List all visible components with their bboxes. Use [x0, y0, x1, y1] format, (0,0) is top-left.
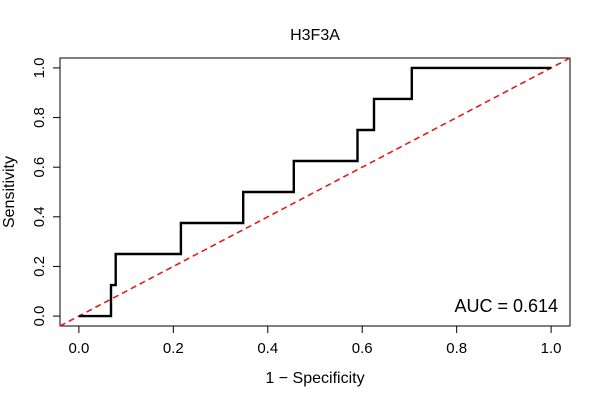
x-axis-label: 1 − Specificity — [265, 370, 364, 387]
x-tick-label: 0.6 — [352, 340, 373, 357]
x-tick-label: 1.0 — [541, 340, 562, 357]
y-tick-label: 1.0 — [31, 57, 48, 78]
y-tick-label: 0.8 — [31, 107, 48, 128]
x-tick-label: 0.8 — [446, 340, 467, 357]
roc-curve — [78, 66, 552, 318]
x-tick-label: 0.4 — [257, 340, 278, 357]
y-tick-label: 0.0 — [31, 306, 48, 327]
x-axis: 0.0 0.2 0.4 0.6 0.8 1.0 — [68, 325, 562, 357]
chart-title: H3F3A — [290, 27, 340, 44]
reference-diagonal-line — [59, 57, 571, 327]
y-tick-label: 0.6 — [31, 157, 48, 178]
auc-annotation: AUC = 0.614 — [454, 296, 558, 316]
y-tick-label: 0.4 — [31, 206, 48, 227]
series-layer — [59, 57, 571, 327]
x-tick-label: 0.0 — [68, 340, 89, 357]
y-axis: 0.0 0.2 0.4 0.6 0.8 1.0 — [31, 57, 61, 327]
x-tick-label: 0.2 — [163, 340, 184, 357]
plot-frame — [59, 57, 571, 327]
y-tick-label: 0.2 — [31, 256, 48, 277]
y-axis-label: Sensitivity — [1, 156, 18, 228]
